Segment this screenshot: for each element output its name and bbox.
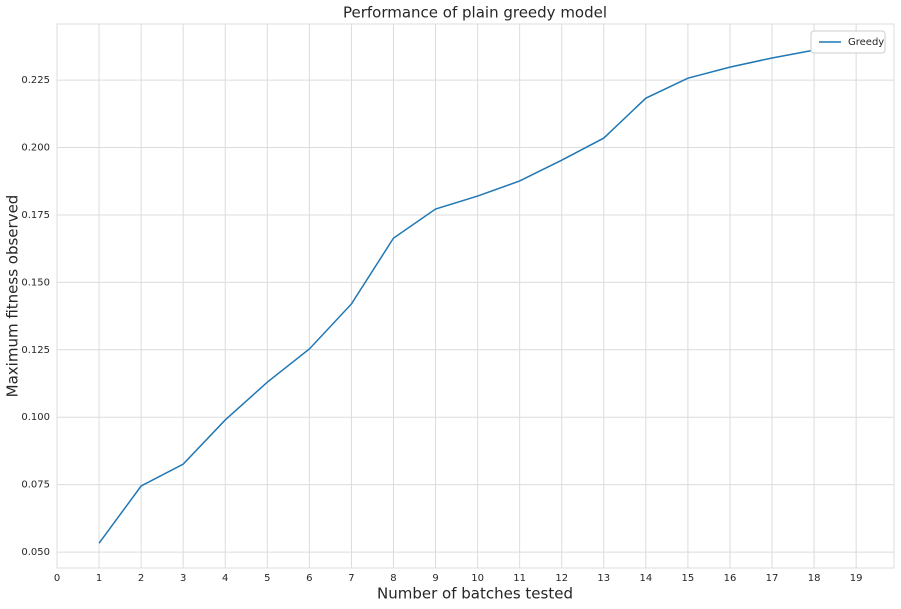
x-tick-label: 19 bbox=[850, 573, 863, 584]
x-tick-label: 9 bbox=[432, 573, 438, 584]
x-axis-label: Number of batches tested bbox=[377, 585, 573, 603]
legend-box bbox=[810, 30, 886, 54]
y-tick-label: 0.125 bbox=[21, 345, 50, 356]
x-tick-label: 13 bbox=[597, 573, 610, 584]
x-tick-label: 6 bbox=[306, 573, 312, 584]
x-tick-label: 7 bbox=[348, 573, 354, 584]
chart-title: Performance of plain greedy model bbox=[343, 4, 607, 22]
x-tick-label: 10 bbox=[471, 573, 484, 584]
x-tick-label: 15 bbox=[682, 573, 695, 584]
y-tick-label: 0.175 bbox=[21, 210, 50, 221]
x-tick-label: 0 bbox=[54, 573, 60, 584]
x-tick-label: 12 bbox=[555, 573, 568, 584]
y-tick-label: 0.225 bbox=[21, 75, 50, 86]
x-tick-label: 16 bbox=[724, 573, 737, 584]
line-series bbox=[98, 47, 857, 544]
x-tick-label: 14 bbox=[639, 573, 652, 584]
x-tick-label: 17 bbox=[766, 573, 779, 584]
x-tick-label: 5 bbox=[264, 573, 270, 584]
x-tick-label: 1 bbox=[96, 573, 102, 584]
x-tick-label: 18 bbox=[808, 573, 821, 584]
y-tick-label: 0.100 bbox=[21, 412, 50, 423]
x-tick-label: 4 bbox=[222, 573, 228, 584]
x-tick-label: 3 bbox=[180, 573, 186, 584]
y-tick-label: 0.150 bbox=[21, 277, 50, 288]
x-tick-label: 11 bbox=[513, 573, 526, 584]
y-tick-label: 0.075 bbox=[21, 480, 50, 491]
y-tick-label: 0.200 bbox=[21, 143, 50, 154]
x-tick-label: 2 bbox=[138, 573, 144, 584]
y-tick-label: 0.050 bbox=[21, 547, 50, 558]
x-tick-label: 8 bbox=[390, 573, 396, 584]
legend-label: Greedy bbox=[848, 37, 884, 48]
y-axis-label: Maximum fitness observed bbox=[4, 195, 22, 398]
plot-frame bbox=[56, 23, 895, 569]
